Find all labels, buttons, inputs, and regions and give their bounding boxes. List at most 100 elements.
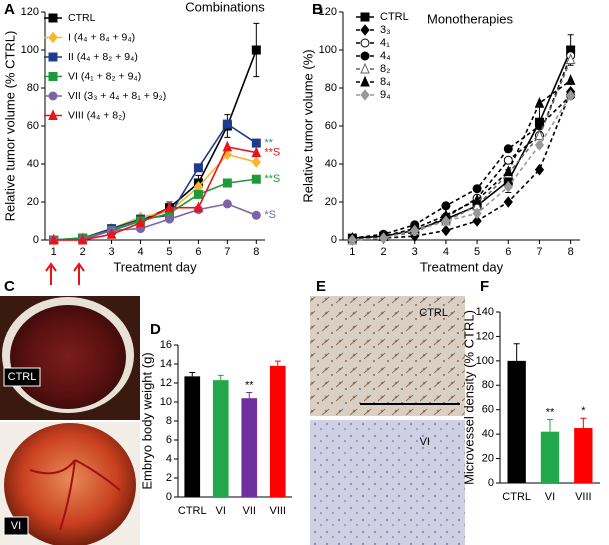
embryo: [4, 423, 136, 545]
marker: [251, 138, 261, 148]
marker: [503, 196, 513, 208]
bar: [574, 428, 593, 483]
legend-label: 9₄: [380, 89, 391, 101]
marker: [48, 109, 58, 120]
y-tick-label: 16: [160, 339, 172, 351]
y-tick-label: 12: [160, 377, 172, 389]
bar: [269, 365, 286, 497]
y-tick-label: 0: [33, 234, 39, 246]
error-bar: [580, 417, 587, 429]
marker: [503, 144, 513, 154]
marker: [251, 174, 261, 184]
marker: [222, 199, 232, 209]
treatment-arrow: [45, 262, 57, 285]
bar: [241, 398, 258, 497]
y-tick-label: 40: [27, 158, 39, 170]
marker: [360, 89, 370, 101]
marker: [222, 178, 232, 188]
marker: [472, 193, 482, 205]
marker: [472, 184, 482, 194]
y-axis-label: Relative tumor volume (%): [300, 49, 315, 202]
y-tick-label: 100: [319, 44, 337, 56]
marker: [441, 215, 451, 227]
y-tick-label: 60: [482, 404, 494, 416]
legend-label: 8₂: [380, 63, 390, 75]
series-line: [352, 95, 572, 239]
marker: [347, 234, 357, 246]
bar: [507, 360, 526, 483]
y-tick-label: 0: [488, 477, 494, 489]
micrograph: [310, 420, 465, 545]
legend-label: 4₁: [380, 37, 390, 49]
error-bar: [513, 343, 520, 361]
marker: [251, 45, 261, 55]
marker: [565, 53, 576, 64]
x-tick-label: CTRL: [502, 491, 531, 503]
legend-label: 4₄: [380, 50, 391, 62]
x-tick-label: 7: [224, 246, 230, 258]
y-tick-label: 100: [21, 44, 39, 56]
x-axis-label: Treatment day: [420, 259, 504, 274]
series-line: [352, 95, 572, 241]
marker: [193, 201, 204, 213]
panel-label: A: [4, 1, 15, 18]
x-tick-label: 8: [568, 246, 574, 258]
y-axis-label: Microvessel density (% CTRL): [461, 310, 476, 485]
marker: [251, 156, 261, 168]
marker: [48, 31, 58, 44]
legend-label: 3₃: [380, 24, 391, 36]
image-label: VI: [11, 520, 21, 532]
x-tick-label: 3: [109, 246, 115, 258]
marker: [441, 201, 451, 211]
legend-label: VI (4₁ + 8₂ + 9₄): [68, 70, 141, 82]
series-line: [352, 91, 572, 241]
marker: [360, 38, 370, 48]
vessels: [29, 459, 121, 531]
marker: [472, 215, 482, 227]
chart-title: Combinations: [185, 0, 265, 14]
y-tick-label: 4: [166, 453, 172, 465]
y-tick-label: 10: [160, 396, 172, 408]
y-tick-label: 80: [325, 82, 337, 94]
label-box: [3, 367, 41, 387]
significance: *S: [264, 209, 276, 221]
marker: [77, 233, 88, 245]
marker: [534, 163, 545, 176]
marker: [48, 13, 58, 23]
panel-label: D: [150, 321, 161, 338]
bar: [184, 376, 201, 497]
x-tick-label: 6: [195, 246, 201, 258]
x-tick-label: 6: [505, 246, 511, 258]
legend-label: VIII (4₄ + 8₂): [68, 109, 126, 121]
marker: [503, 180, 513, 193]
micrograph: [310, 296, 465, 416]
x-tick-label: 2: [80, 246, 86, 258]
image-label: VI: [420, 436, 430, 448]
y-tick-label: 120: [21, 6, 39, 18]
series-line: [352, 79, 572, 239]
error-bar: [246, 392, 253, 399]
x-tick-label: 1: [51, 246, 57, 258]
y-tick-label: 6: [166, 434, 172, 446]
bar: [540, 431, 560, 483]
significance: **: [264, 137, 273, 149]
y-tick-label: 80: [27, 82, 39, 94]
y-tick-label: 2: [166, 472, 172, 484]
error-bar: [547, 418, 553, 432]
marker: [164, 214, 174, 224]
x-tick-label: VIII: [269, 505, 286, 517]
y-tick-label: 40: [482, 428, 494, 440]
series-line: [53, 178, 257, 241]
marker: [222, 140, 233, 152]
x-tick-label: 4: [137, 246, 143, 258]
marker: [534, 96, 545, 108]
marker: [48, 72, 58, 81]
marker: [193, 163, 203, 173]
y-tick-label: 20: [482, 452, 494, 464]
legend-label: CTRL: [380, 11, 409, 23]
x-tick-label: VI: [545, 491, 555, 503]
error-bar: [189, 372, 196, 377]
panel-label: C: [4, 278, 15, 295]
y-tick-label: 120: [319, 6, 337, 18]
marker: [164, 201, 175, 213]
